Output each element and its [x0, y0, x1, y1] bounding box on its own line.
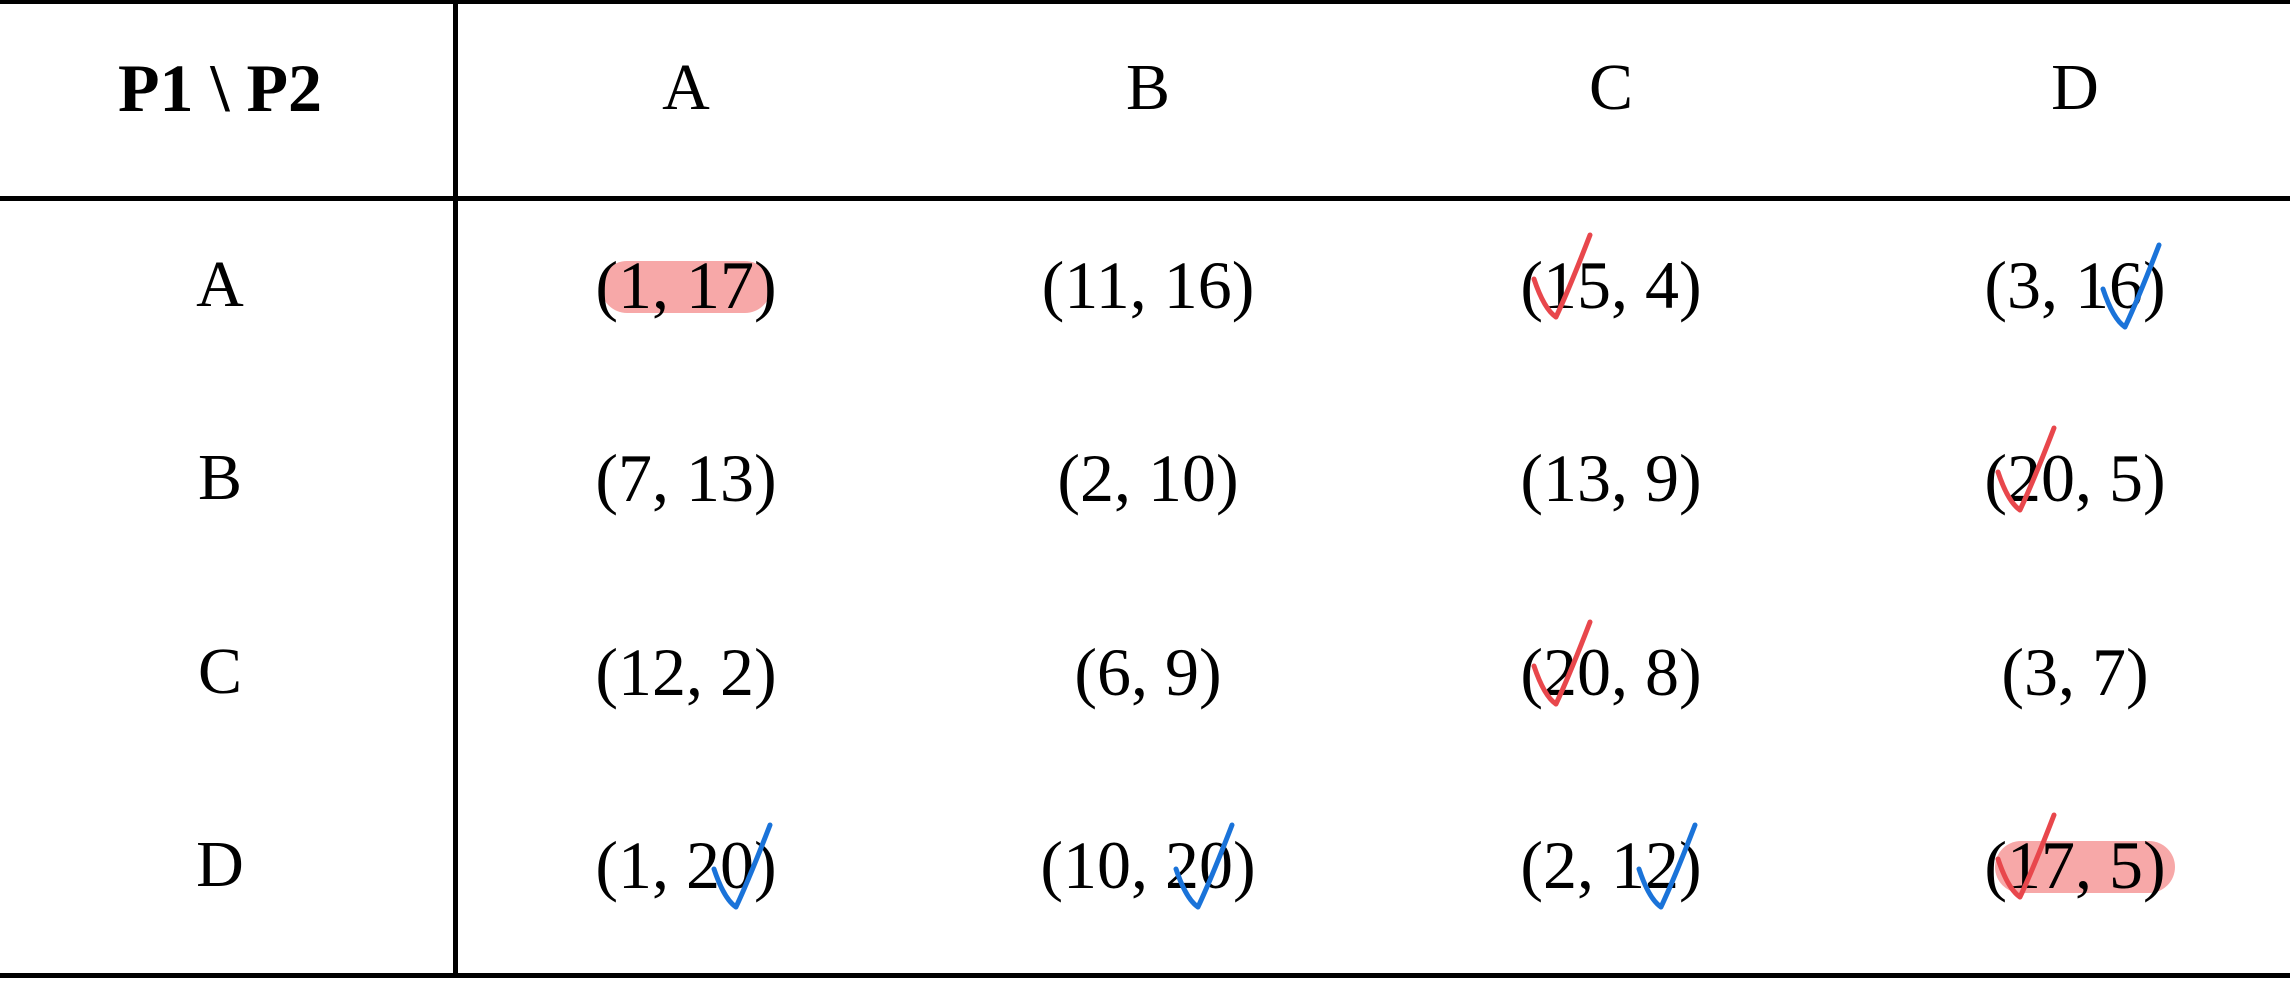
payoff-cell-r3-c0: (1, 20)	[595, 827, 777, 903]
payoff-cell-r0-c3: (3, 16)	[1984, 247, 2166, 323]
row-header-c: C	[197, 635, 243, 708]
payoff-cell-r3-c1: (10, 20)	[1040, 827, 1256, 903]
payoff-cell-r1-c0: (7, 13)	[595, 440, 777, 516]
header-rule	[0, 196, 2290, 201]
bottom-rule	[0, 973, 2290, 978]
payoff-cell-r0-c1: (11, 16)	[1041, 247, 1255, 323]
payoff-cell-r2-c2: (20, 8)	[1520, 634, 1702, 710]
payoff-cell-r1-c2: (13, 9)	[1520, 440, 1702, 516]
payoff-cell-r0-c2: (15, 4)	[1520, 247, 1702, 323]
payoff-cell-r3-c2: (2, 12)	[1520, 827, 1702, 903]
column-header-b: B	[1125, 51, 1171, 124]
column-header-a: A	[662, 51, 710, 124]
payoff-cell-r1-c3: (20, 5)	[1984, 440, 2166, 516]
row-header-d: D	[196, 828, 244, 901]
highlight-r0-c0	[601, 261, 771, 313]
payoff-cell-r0-c0: (1, 17)	[595, 247, 777, 323]
corner-label: P1 \ P2	[118, 50, 322, 126]
top-rule	[0, 0, 2290, 4]
payoff-cell-r1-c1: (2, 10)	[1057, 440, 1239, 516]
payoff-cell-r3-c3: (17, 5)	[1984, 827, 2166, 903]
payoff-cell-r2-c0: (12, 2)	[595, 634, 777, 710]
column-header-d: D	[2051, 51, 2099, 124]
header-column-rule	[453, 0, 458, 978]
payoff-cell-r2-c1: (6, 9)	[1074, 634, 1222, 710]
payoff-cell-r2-c3: (3, 7)	[2001, 634, 2149, 710]
column-header-c: C	[1588, 51, 1634, 124]
row-header-b: B	[197, 441, 243, 514]
row-header-a: A	[196, 248, 244, 321]
